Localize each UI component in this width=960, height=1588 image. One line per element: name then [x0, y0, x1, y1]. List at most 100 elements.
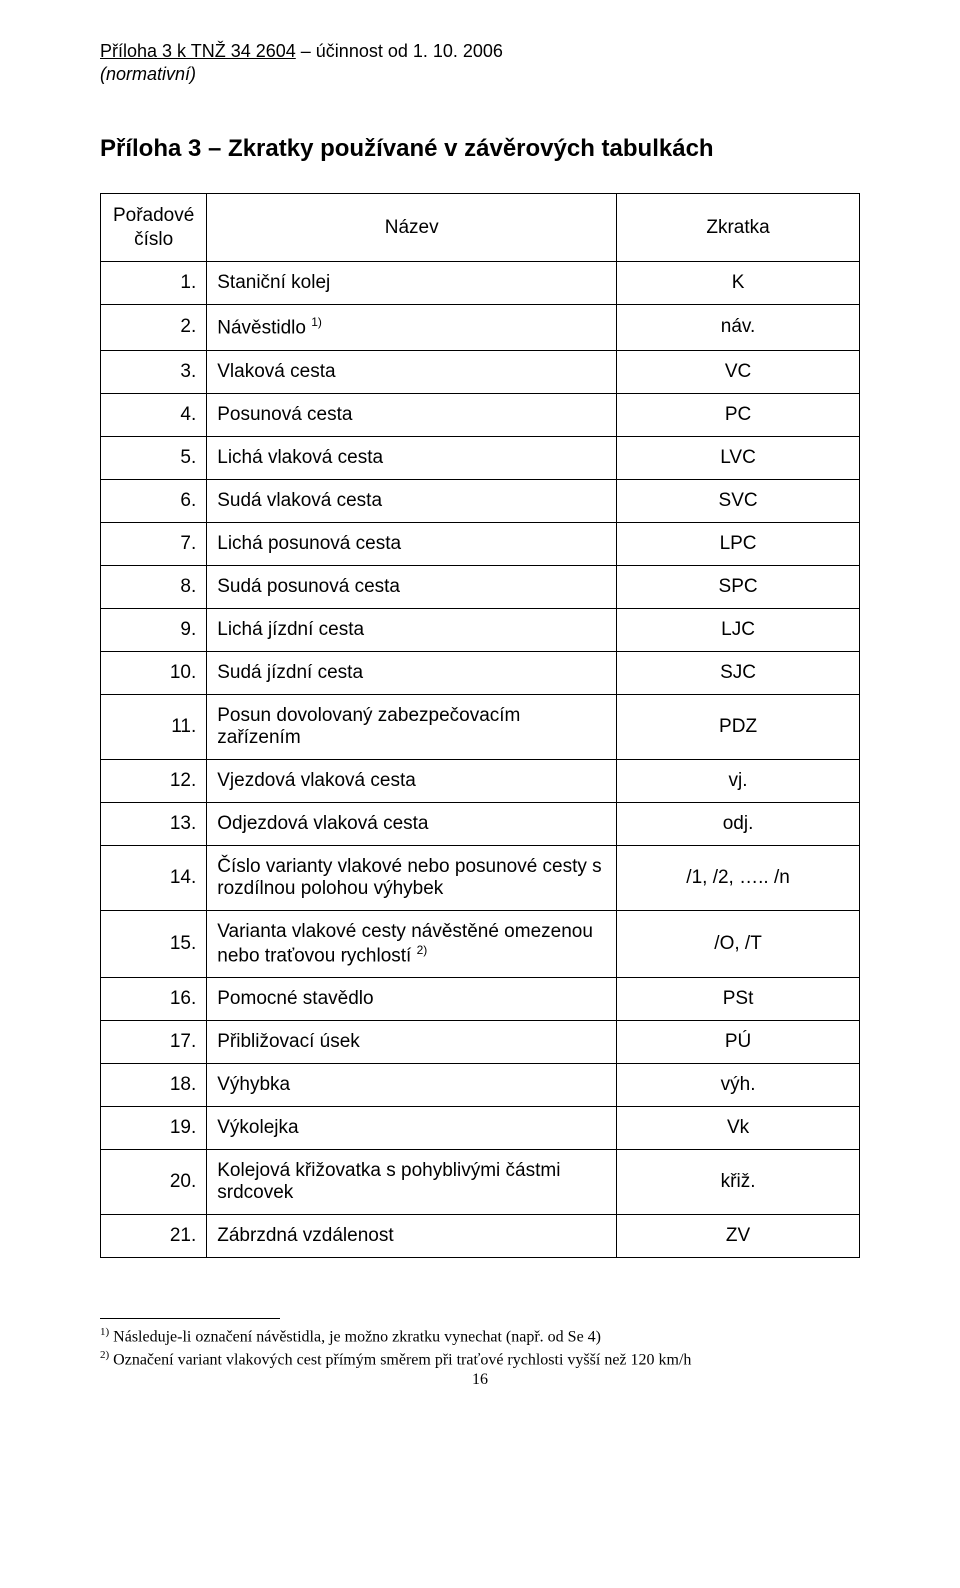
row-name: Varianta vlakové cesty návěstěné omezeno…	[207, 910, 617, 977]
row-name: Sudá jízdní cesta	[207, 651, 617, 694]
row-abbr: výh.	[617, 1063, 860, 1106]
footnote-separator	[100, 1318, 280, 1319]
footnote-2-marker: 2)	[100, 1349, 109, 1361]
table-row: 18.Výhybkavýh.	[101, 1063, 860, 1106]
row-abbr: PC	[617, 393, 860, 436]
table-row: 14.Číslo varianty vlakové nebo posunové …	[101, 845, 860, 910]
table-row: 15.Varianta vlakové cesty návěstěné omez…	[101, 910, 860, 977]
table-row: 21.Zábrzdná vzdálenostZV	[101, 1214, 860, 1257]
footnote-1-text: Následuje-li označení návěstidla, je mož…	[109, 1328, 601, 1345]
super-ref: 2)	[417, 943, 428, 957]
row-index: 18.	[101, 1063, 207, 1106]
row-index: 9.	[101, 608, 207, 651]
row-index: 19.	[101, 1106, 207, 1149]
table-row: 3.Vlaková cestaVC	[101, 350, 860, 393]
row-index: 2.	[101, 305, 207, 350]
row-name: Výhybka	[207, 1063, 617, 1106]
table-row: 19.VýkolejkaVk	[101, 1106, 860, 1149]
row-index: 6.	[101, 479, 207, 522]
table-header-row: Pořadové číslo Název Zkratka	[101, 193, 860, 262]
table-row: 8.Sudá posunová cestaSPC	[101, 565, 860, 608]
row-name: Odjezdová vlaková cesta	[207, 802, 617, 845]
row-index: 7.	[101, 522, 207, 565]
row-name: Lichá jízdní cesta	[207, 608, 617, 651]
row-index: 10.	[101, 651, 207, 694]
row-abbr: LVC	[617, 436, 860, 479]
row-index: 17.	[101, 1020, 207, 1063]
page: Příloha 3 k TNŽ 34 2604 – účinnost od 1.…	[0, 0, 960, 1588]
row-abbr: VC	[617, 350, 860, 393]
row-index: 15.	[101, 910, 207, 977]
row-name: Vjezdová vlaková cesta	[207, 759, 617, 802]
row-index: 12.	[101, 759, 207, 802]
row-name: Kolejová křižovatka s pohyblivými částmi…	[207, 1149, 617, 1214]
row-name: Posun dovolovaný zabezpečovacím zařízení…	[207, 694, 617, 759]
page-number: 16	[100, 1371, 860, 1389]
row-abbr: SVC	[617, 479, 860, 522]
table-row: 7.Lichá posunová cestaLPC	[101, 522, 860, 565]
row-name: Vlaková cesta	[207, 350, 617, 393]
row-abbr: K	[617, 262, 860, 305]
row-index: 16.	[101, 977, 207, 1020]
row-index: 3.	[101, 350, 207, 393]
row-index: 1.	[101, 262, 207, 305]
row-abbr: SPC	[617, 565, 860, 608]
row-name: Lichá posunová cesta	[207, 522, 617, 565]
footnote-2: 2) Označení variant vlakových cest přímý…	[100, 1348, 860, 1371]
row-name: Sudá posunová cesta	[207, 565, 617, 608]
row-name: Sudá vlaková cesta	[207, 479, 617, 522]
table-row: 9.Lichá jízdní cestaLJC	[101, 608, 860, 651]
table-row: 17.Přibližovací úsekPÚ	[101, 1020, 860, 1063]
row-index: 5.	[101, 436, 207, 479]
row-abbr: odj.	[617, 802, 860, 845]
row-abbr: PÚ	[617, 1020, 860, 1063]
row-index: 4.	[101, 393, 207, 436]
table-row: 16.Pomocné stavědloPSt	[101, 977, 860, 1020]
row-index: 13.	[101, 802, 207, 845]
row-abbr: LPC	[617, 522, 860, 565]
row-index: 8.	[101, 565, 207, 608]
col1-line2: číslo	[134, 229, 173, 250]
row-name: Staniční kolej	[207, 262, 617, 305]
col-header-name: Název	[207, 193, 617, 262]
document-title: Příloha 3 – Zkratky používané v závěrový…	[100, 135, 860, 163]
row-name: Zábrzdná vzdálenost	[207, 1214, 617, 1257]
row-abbr: LJC	[617, 608, 860, 651]
super-ref: 1)	[311, 315, 322, 329]
row-abbr: PSt	[617, 977, 860, 1020]
row-name: Návěstidlo 1)	[207, 305, 617, 350]
table-row: 2.Návěstidlo 1)náv.	[101, 305, 860, 350]
header-line-2: (normativní)	[100, 63, 860, 86]
row-name: Posunová cesta	[207, 393, 617, 436]
row-abbr: náv.	[617, 305, 860, 350]
row-abbr: /1, /2, ….. /n	[617, 845, 860, 910]
row-index: 21.	[101, 1214, 207, 1257]
row-abbr: ZV	[617, 1214, 860, 1257]
table-row: 11.Posun dovolovaný zabezpečovacím zaříz…	[101, 694, 860, 759]
table-row: 5.Lichá vlaková cestaLVC	[101, 436, 860, 479]
row-abbr: /O, /T	[617, 910, 860, 977]
col-header-abbr: Zkratka	[617, 193, 860, 262]
row-name: Výkolejka	[207, 1106, 617, 1149]
table-row: 12.Vjezdová vlaková cestavj.	[101, 759, 860, 802]
header-line-1: Příloha 3 k TNŽ 34 2604 – účinnost od 1.…	[100, 40, 860, 63]
header-prefix: Příloha 3 k TNŽ 34 2604	[100, 41, 296, 61]
row-name: Pomocné stavědlo	[207, 977, 617, 1020]
row-name: Číslo varianty vlakové nebo posunové ces…	[207, 845, 617, 910]
row-index: 20.	[101, 1149, 207, 1214]
row-abbr: PDZ	[617, 694, 860, 759]
row-index: 11.	[101, 694, 207, 759]
table-row: 6.Sudá vlaková cestaSVC	[101, 479, 860, 522]
table-row: 10.Sudá jízdní cestaSJC	[101, 651, 860, 694]
footnote-1-marker: 1)	[100, 1326, 109, 1338]
table-body: 1.Staniční kolejK2.Návěstidlo 1)náv.3.Vl…	[101, 262, 860, 1258]
table-row: 13.Odjezdová vlaková cestaodj.	[101, 802, 860, 845]
footnote-2-text: Označení variant vlakových cest přímým s…	[109, 1351, 691, 1368]
table-row: 20.Kolejová křižovatka s pohyblivými čás…	[101, 1149, 860, 1214]
footnote-1: 1) Následuje-li označení návěstidla, je …	[100, 1325, 860, 1348]
table-row: 1.Staniční kolejK	[101, 262, 860, 305]
row-abbr: vj.	[617, 759, 860, 802]
row-name: Lichá vlaková cesta	[207, 436, 617, 479]
row-name: Přibližovací úsek	[207, 1020, 617, 1063]
row-index: 14.	[101, 845, 207, 910]
